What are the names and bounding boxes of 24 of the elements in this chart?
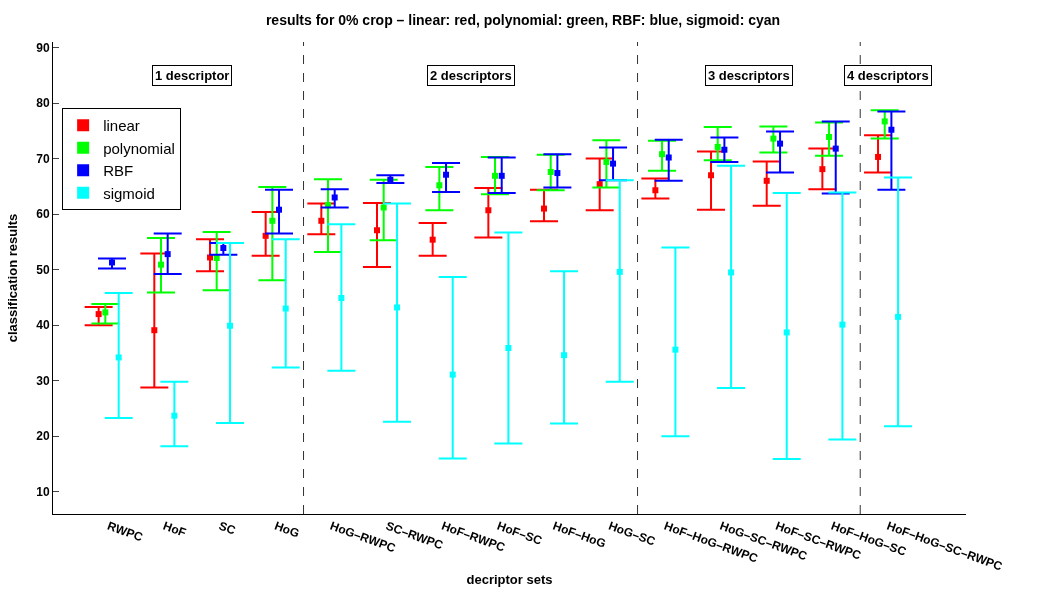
annotation: 2 descriptors bbox=[430, 68, 512, 83]
y-tick-label: 80 bbox=[36, 96, 50, 111]
legend-label: RBF bbox=[103, 162, 134, 180]
y-tick-label: 20 bbox=[36, 429, 50, 444]
y-tick-label: 40 bbox=[36, 318, 50, 333]
y-axis-title: classification results bbox=[5, 213, 21, 343]
x-tick-label: HoF bbox=[161, 518, 188, 540]
y-tick-label: 60 bbox=[36, 207, 50, 222]
x-tick-label: SC bbox=[216, 518, 238, 538]
y-tick-label: 50 bbox=[36, 262, 50, 277]
legend-label: linear bbox=[103, 117, 140, 135]
legend-label: sigmoid bbox=[103, 184, 155, 202]
y-tick-label: 30 bbox=[36, 373, 50, 388]
annotation: 4 descriptors bbox=[847, 68, 929, 83]
y-tick-label: 70 bbox=[36, 151, 50, 166]
y-tick-label: 10 bbox=[36, 484, 50, 499]
annotation: 3 descriptors bbox=[708, 68, 790, 83]
y-tick-label: 90 bbox=[36, 40, 50, 55]
x-axis-title: decriptor sets bbox=[466, 572, 553, 588]
annotation: 1 descriptor bbox=[155, 68, 230, 83]
x-tick-label: RWPC bbox=[105, 518, 145, 545]
legend-label: polynomial bbox=[103, 139, 175, 157]
x-tick-label: HoG bbox=[272, 518, 302, 541]
chart-title: results for 0% crop – linear: red, polynomial: green, RBF: blue, sigmoid: cyan bbox=[265, 11, 781, 28]
